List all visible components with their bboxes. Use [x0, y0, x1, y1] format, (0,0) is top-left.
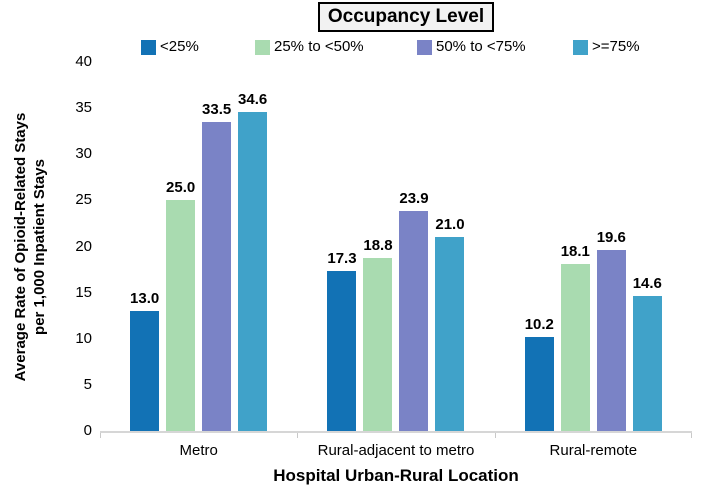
bar-value-label: 19.6 [596, 229, 626, 247]
y-axis-title-line2: per 1,000 Inpatient Stays [31, 159, 48, 335]
bar-value-label: 34.6 [238, 90, 268, 108]
legend-label: 25% to <50% [274, 38, 364, 55]
legend-swatch [417, 39, 432, 55]
bar [202, 121, 232, 431]
bar-value-label: 14.6 [632, 275, 662, 293]
legend-label: <25% [160, 38, 199, 55]
y-tick-label: 0 [83, 422, 92, 439]
legend-item: 25% to <50% [255, 39, 364, 55]
legend-swatch [573, 39, 588, 55]
x-axis-tick [100, 433, 101, 438]
bar [632, 296, 662, 431]
bar [327, 271, 357, 431]
legend-item: <25% [141, 39, 199, 55]
y-axis-title: Average Rate of Opioid-Related Stays per… [11, 57, 49, 437]
bar [238, 111, 268, 431]
bar-value-label: 13.0 [130, 290, 160, 308]
y-tick-label: 20 [75, 237, 92, 255]
y-tick-label: 40 [75, 53, 92, 70]
plot-area: 13.0 25.0 33.5 34.6 17.3 18.8 23.9 21.0 10.2 18.1… [100, 62, 692, 438]
bar [130, 311, 160, 431]
y-tick-label: 25 [75, 191, 92, 209]
bar [363, 257, 393, 431]
legend-title-box: Occupancy Level [318, 2, 494, 32]
legend-label: 50% to <75% [436, 38, 526, 55]
bar-group: 13.0 25.0 33.5 34.6 [100, 62, 297, 433]
bar-value-label: 17.3 [327, 250, 357, 268]
y-tick-label: 10 [75, 329, 92, 347]
bar-value-label: 25.0 [166, 179, 196, 197]
bar-group: 17.3 18.8 23.9 21.0 [297, 62, 494, 433]
x-tick-label: Rural-remote [549, 442, 638, 459]
bar-value-label: 18.8 [363, 236, 393, 254]
bar [524, 336, 554, 431]
bar-value-label: 18.1 [560, 243, 590, 261]
x-axis-tick [495, 433, 496, 438]
bar [435, 237, 465, 431]
y-tick-label: 15 [75, 283, 92, 301]
y-tick-label: 30 [75, 145, 92, 163]
x-axis-tick [691, 433, 692, 438]
bar [560, 264, 590, 431]
y-tick-label: 5 [83, 375, 92, 393]
legend-label: >=75% [592, 38, 640, 55]
legend-item: >=75% [573, 39, 640, 55]
x-tick-label: Rural-adjacent to metro [317, 442, 475, 459]
y-axis-title-line1: Average Rate of Opioid-Related Stays [12, 112, 29, 382]
x-axis-line [100, 431, 692, 433]
legend-item: 50% to <75% [417, 39, 526, 55]
y-tick-label: 35 [75, 99, 92, 117]
x-tick-label: Metro [179, 442, 218, 459]
bar [596, 250, 626, 431]
x-axis-tick [297, 433, 298, 438]
bar-value-label: 10.2 [524, 315, 554, 333]
x-axis-title: Hospital Urban-Rural Location [273, 466, 519, 485]
bar [166, 200, 196, 431]
legend-swatch [255, 39, 270, 55]
bar-value-label: 21.0 [435, 216, 465, 234]
bar-group: 10.2 18.1 19.6 14.6 [495, 62, 692, 433]
bar [399, 210, 429, 431]
legend-swatch [141, 39, 156, 55]
bar-value-label: 33.5 [202, 100, 232, 118]
bar-value-label: 23.9 [399, 189, 429, 207]
